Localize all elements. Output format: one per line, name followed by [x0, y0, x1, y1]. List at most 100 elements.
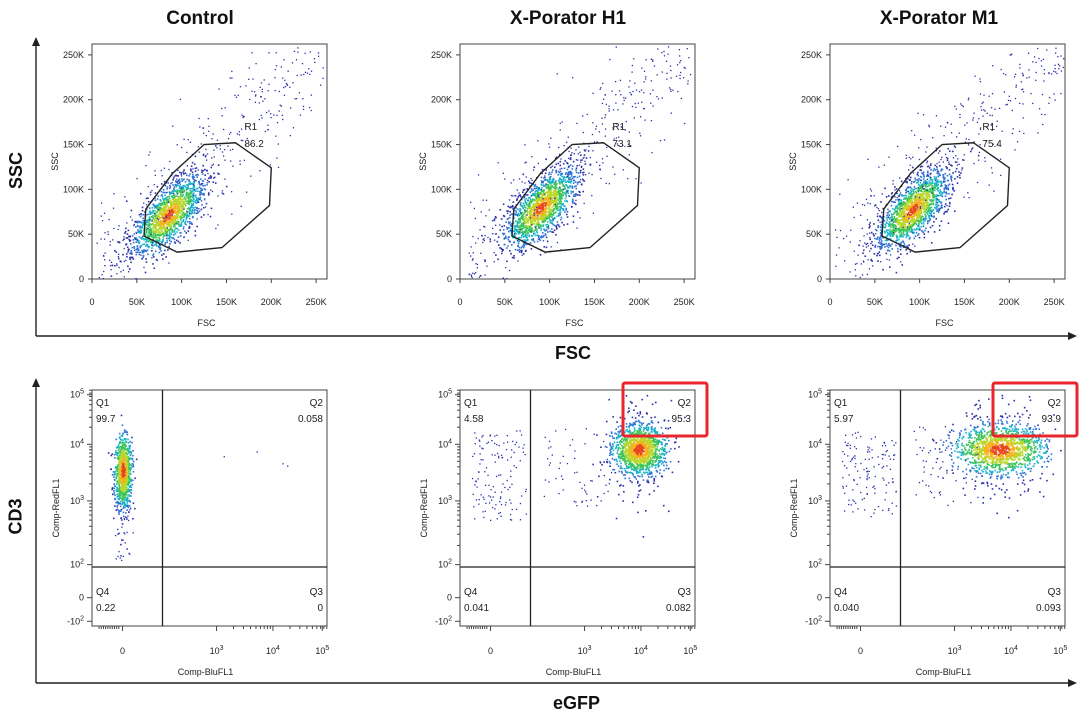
cell-point [138, 220, 141, 223]
cell-point [529, 206, 531, 208]
cell-point [542, 205, 544, 208]
sparse-point [620, 94, 622, 96]
cell-point [132, 241, 135, 244]
sparse-point [483, 239, 485, 242]
cell-point [558, 187, 561, 190]
cell-point [148, 211, 151, 213]
cell-point [908, 244, 910, 246]
cell-point [171, 228, 173, 231]
cell-point [933, 216, 935, 219]
sparse-point [187, 138, 189, 141]
cell-point [536, 202, 539, 205]
sparse-point [475, 272, 477, 274]
cell-point [899, 219, 902, 221]
cell-point [529, 215, 532, 217]
sparse-point [494, 224, 497, 226]
cell-point [900, 231, 902, 234]
sparse-point [630, 94, 633, 96]
cell-point [174, 208, 177, 210]
cell-point [520, 225, 522, 228]
cell-point [536, 195, 538, 198]
cell-point [156, 198, 159, 200]
sparse-point [537, 194, 539, 197]
sparse-point [532, 189, 534, 191]
cell-point [173, 238, 176, 241]
cell-point [135, 237, 138, 240]
cell-point [522, 202, 525, 205]
cell-point [547, 197, 549, 200]
cell-point [199, 194, 201, 197]
cell-point [551, 199, 553, 201]
sparse-point [151, 244, 153, 247]
cell-point [943, 178, 946, 181]
cell-point [915, 202, 918, 205]
cell-point [533, 193, 536, 196]
cell-point [525, 202, 528, 204]
cell-point [147, 228, 149, 231]
cell-point [942, 173, 944, 176]
cell-point [579, 191, 581, 194]
cell-point [178, 224, 180, 226]
cell-point [516, 231, 519, 233]
sparse-point [175, 175, 177, 177]
cell-point [910, 230, 913, 233]
cell-point [947, 208, 949, 211]
cell-point [554, 157, 557, 160]
cell-point [166, 221, 168, 223]
sparse-point [224, 107, 226, 109]
cell-point [502, 249, 504, 251]
cell-point [529, 208, 532, 210]
gate-percent: 86.2 [244, 139, 264, 150]
cell-point [170, 203, 173, 205]
cell-point [179, 197, 181, 199]
sparse-point [580, 161, 582, 163]
cell-point [530, 229, 533, 232]
cell-point [545, 224, 547, 226]
sparse-point [575, 167, 578, 169]
cell-point [524, 206, 527, 209]
cell-point [139, 245, 142, 248]
cell-point [163, 200, 165, 202]
cell-point [931, 186, 934, 188]
cell-point [533, 185, 536, 188]
cell-point [917, 203, 919, 206]
cell-point [930, 213, 932, 216]
sparse-point [588, 145, 590, 148]
cell-point [566, 200, 569, 203]
sparse-point [148, 154, 150, 156]
cell-point [916, 199, 919, 201]
cell-point [892, 218, 894, 220]
cell-point [878, 240, 881, 242]
cell-point [171, 215, 174, 218]
cell-point [536, 223, 539, 226]
sparse-point [289, 86, 291, 88]
cell-point [535, 223, 538, 226]
cell-point [550, 219, 552, 222]
cell-point [547, 202, 550, 204]
cell-point [162, 233, 165, 236]
cell-point [166, 239, 168, 242]
cell-point [163, 217, 166, 220]
cell-point [156, 210, 159, 213]
cell-point [537, 198, 540, 201]
sparse-point [232, 148, 234, 151]
cell-point [128, 235, 130, 238]
cell-point [912, 210, 914, 213]
cell-point [195, 179, 197, 182]
cell-point [505, 221, 507, 223]
cell-point [180, 186, 183, 188]
cell-point [513, 217, 515, 219]
cell-point [893, 220, 896, 222]
cell-point [909, 208, 911, 211]
sparse-point [583, 149, 585, 151]
cell-point [114, 249, 116, 252]
cell-point [516, 226, 518, 228]
cell-point [165, 191, 168, 194]
cell-point [173, 208, 175, 211]
sparse-point [507, 217, 509, 220]
cell-point [919, 217, 922, 220]
cell-point [551, 210, 554, 212]
cell-point [154, 250, 157, 253]
cell-point [864, 255, 867, 258]
cell-point [562, 203, 564, 205]
